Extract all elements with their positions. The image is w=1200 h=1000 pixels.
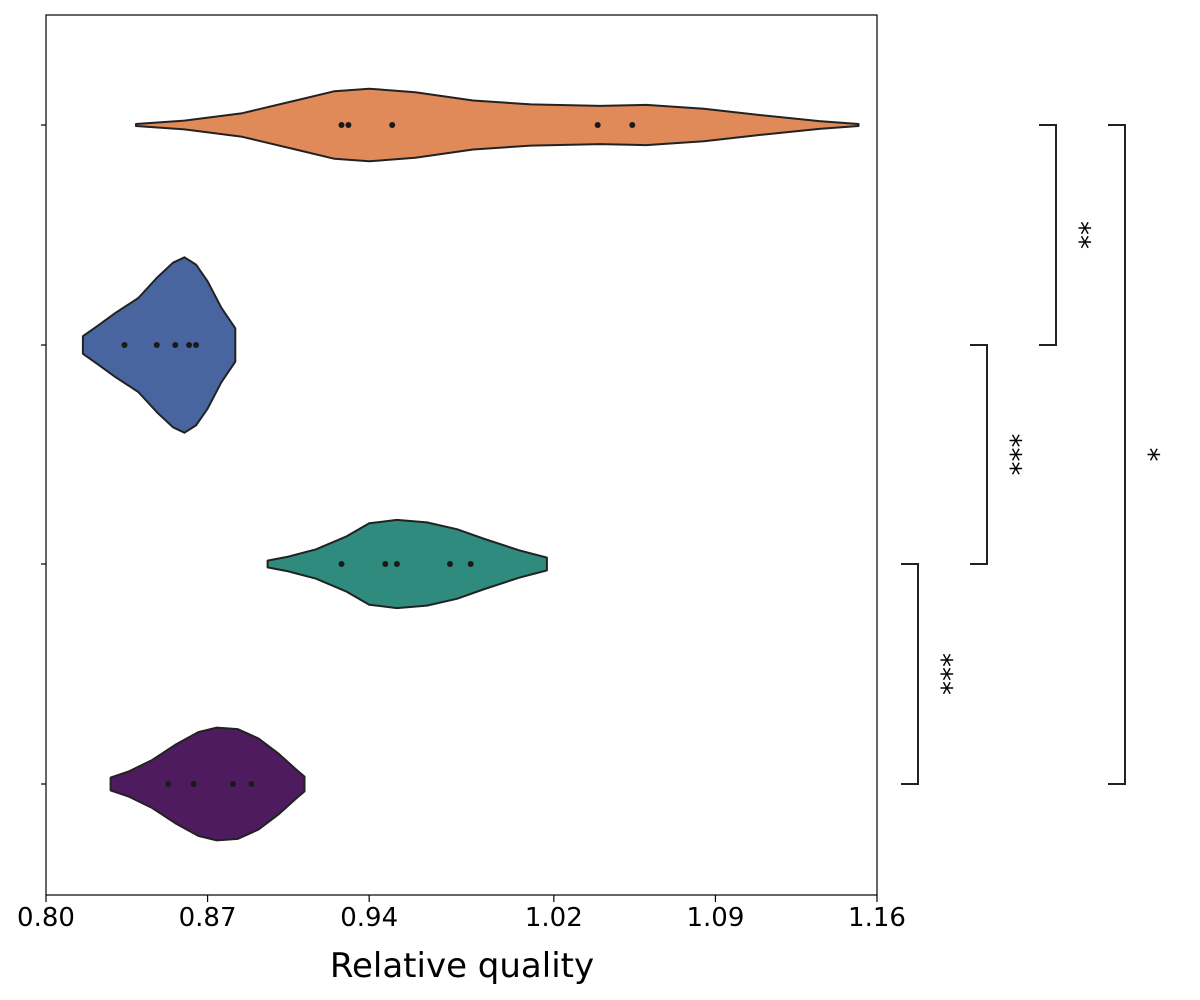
x-ticks: 0.80 0.87 0.94 1.02 1.09 1.16 [17, 895, 906, 933]
violin-3-point-3 [393, 561, 400, 567]
x-tick-label-5: 1.09 [686, 903, 744, 933]
significance-label-3: *** [926, 653, 959, 695]
y-ticks [41, 124, 46, 785]
violin-2-point-3 [172, 342, 179, 348]
violin-1-point-2 [345, 122, 352, 128]
violin-4-point-2 [190, 781, 197, 787]
significance-bracket-1 [1039, 124, 1057, 346]
violin-1 [135, 87, 860, 163]
significance-brackets: ********* [901, 124, 1166, 785]
significance-bracket-4 [1108, 124, 1126, 785]
violin-3-point-1 [338, 561, 345, 567]
significance-label-1: ** [1064, 221, 1097, 249]
violin-2-point-2 [153, 342, 160, 348]
x-tick-label-2: 0.87 [179, 903, 237, 933]
violin-2-point-5 [193, 342, 199, 348]
x-tick-label-4: 1.02 [525, 903, 583, 933]
violin-3-point-5 [467, 561, 474, 567]
violin-1-point-1 [338, 122, 345, 128]
violins-layer [81, 87, 860, 842]
x-tick-label-3: 0.94 [340, 903, 398, 933]
significance-bracket-3 [901, 563, 919, 785]
violin-2-point-1 [121, 342, 128, 348]
violin-4-point-1 [165, 781, 172, 787]
violin-3-point-2 [382, 561, 389, 567]
x-axis-label: Relative quality [330, 946, 594, 986]
significance-bracket-2 [970, 344, 988, 565]
violin-1-point-3 [389, 122, 396, 128]
violin-4 [109, 726, 306, 842]
significance-label-4: * [1133, 448, 1166, 462]
violin-4-point-3 [230, 781, 236, 787]
significance-label-2: *** [995, 434, 1028, 476]
x-tick-label-1: 0.80 [17, 903, 75, 933]
violin-1-point-4 [594, 122, 601, 128]
violin-1-point-5 [629, 122, 636, 128]
violin-3 [266, 518, 548, 610]
violin-3-point-4 [447, 561, 453, 567]
x-tick-label-6: 1.16 [848, 903, 906, 933]
violin-4-point-4 [248, 781, 255, 787]
violin-2-point-4 [186, 342, 193, 348]
